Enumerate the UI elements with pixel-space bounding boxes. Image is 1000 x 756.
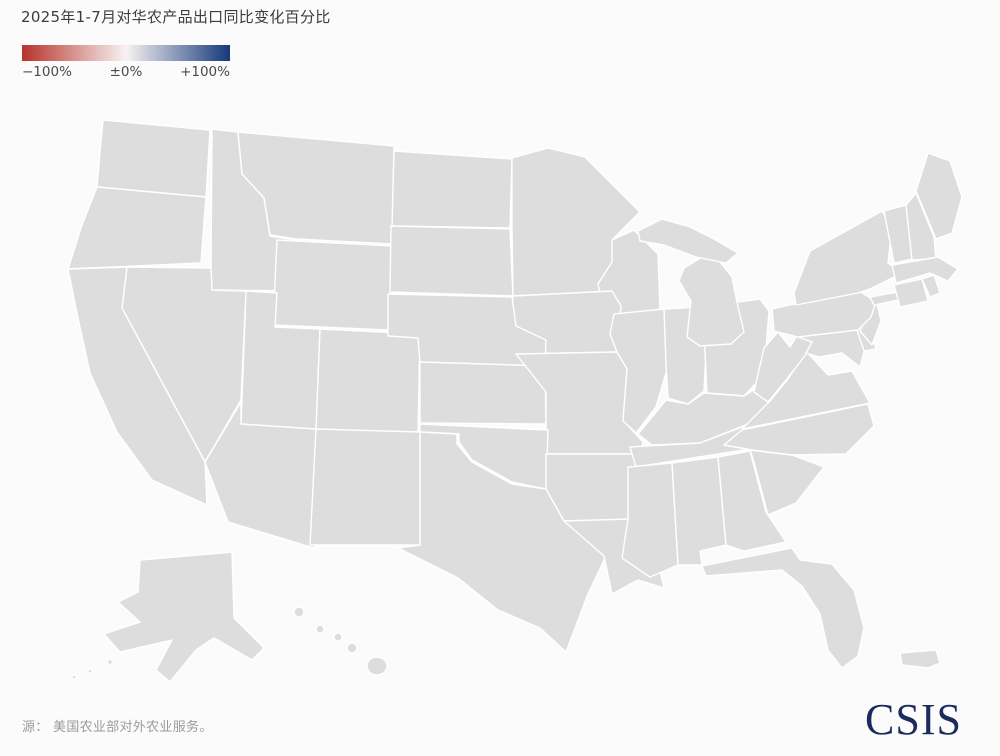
legend-gradient-bar bbox=[22, 45, 230, 61]
legend-mid-label: ±0% bbox=[109, 64, 143, 80]
state-north-carolina[interactable] bbox=[723, 403, 875, 456]
state-alabama[interactable] bbox=[671, 456, 727, 566]
state-virginia[interactable] bbox=[741, 350, 871, 430]
legend: −100% ±0% +100% bbox=[22, 45, 230, 80]
source-note: 源： 美国农业部对外农业服务。 bbox=[22, 720, 213, 735]
state-hawaii-island[interactable] bbox=[346, 642, 358, 654]
state-colorado[interactable] bbox=[315, 328, 421, 433]
state-connecticut[interactable] bbox=[893, 278, 929, 308]
state-hawaii-island[interactable] bbox=[333, 632, 343, 642]
state-new-york[interactable] bbox=[793, 210, 903, 306]
territory-puerto-rico[interactable] bbox=[899, 649, 941, 669]
chart-title: 2025年1-7月对华农产品出口同比变化百分比 bbox=[21, 8, 331, 26]
state-south-dakota[interactable] bbox=[389, 225, 514, 297]
state-alaska[interactable] bbox=[103, 551, 265, 683]
state-hawaii-island[interactable] bbox=[293, 606, 305, 618]
state-kansas[interactable] bbox=[419, 361, 547, 425]
legend-labels: −100% ±0% +100% bbox=[22, 64, 230, 80]
state-alaska-island[interactable] bbox=[71, 674, 77, 680]
legend-max-label: +100% bbox=[180, 64, 230, 80]
csis-logo: CSIS bbox=[865, 695, 962, 744]
state-michigan-lower[interactable] bbox=[678, 256, 745, 347]
legend-min-label: −100% bbox=[22, 64, 72, 80]
state-massachusetts[interactable] bbox=[891, 256, 959, 284]
state-washington[interactable] bbox=[96, 119, 211, 198]
state-oregon[interactable] bbox=[67, 186, 207, 270]
state-hawaii-island[interactable] bbox=[366, 656, 388, 676]
state-rhode-island[interactable] bbox=[921, 274, 941, 298]
state-michigan-upper[interactable] bbox=[637, 218, 739, 264]
state-texas[interactable] bbox=[397, 431, 607, 653]
state-minnesota[interactable] bbox=[511, 147, 641, 297]
state-north-dakota[interactable] bbox=[391, 150, 513, 229]
state-mississippi[interactable] bbox=[621, 462, 679, 578]
state-wyoming[interactable] bbox=[272, 239, 393, 331]
state-florida[interactable] bbox=[701, 547, 865, 669]
state-maine[interactable] bbox=[915, 152, 963, 240]
state-alaska-island[interactable] bbox=[106, 658, 114, 666]
state-new-mexico[interactable] bbox=[309, 428, 421, 546]
state-arkansas[interactable] bbox=[545, 453, 642, 522]
state-alaska-island[interactable] bbox=[87, 668, 93, 674]
state-new-hampshire[interactable] bbox=[905, 192, 937, 261]
state-california[interactable] bbox=[67, 266, 208, 506]
state-hawaii-island[interactable] bbox=[315, 624, 325, 634]
